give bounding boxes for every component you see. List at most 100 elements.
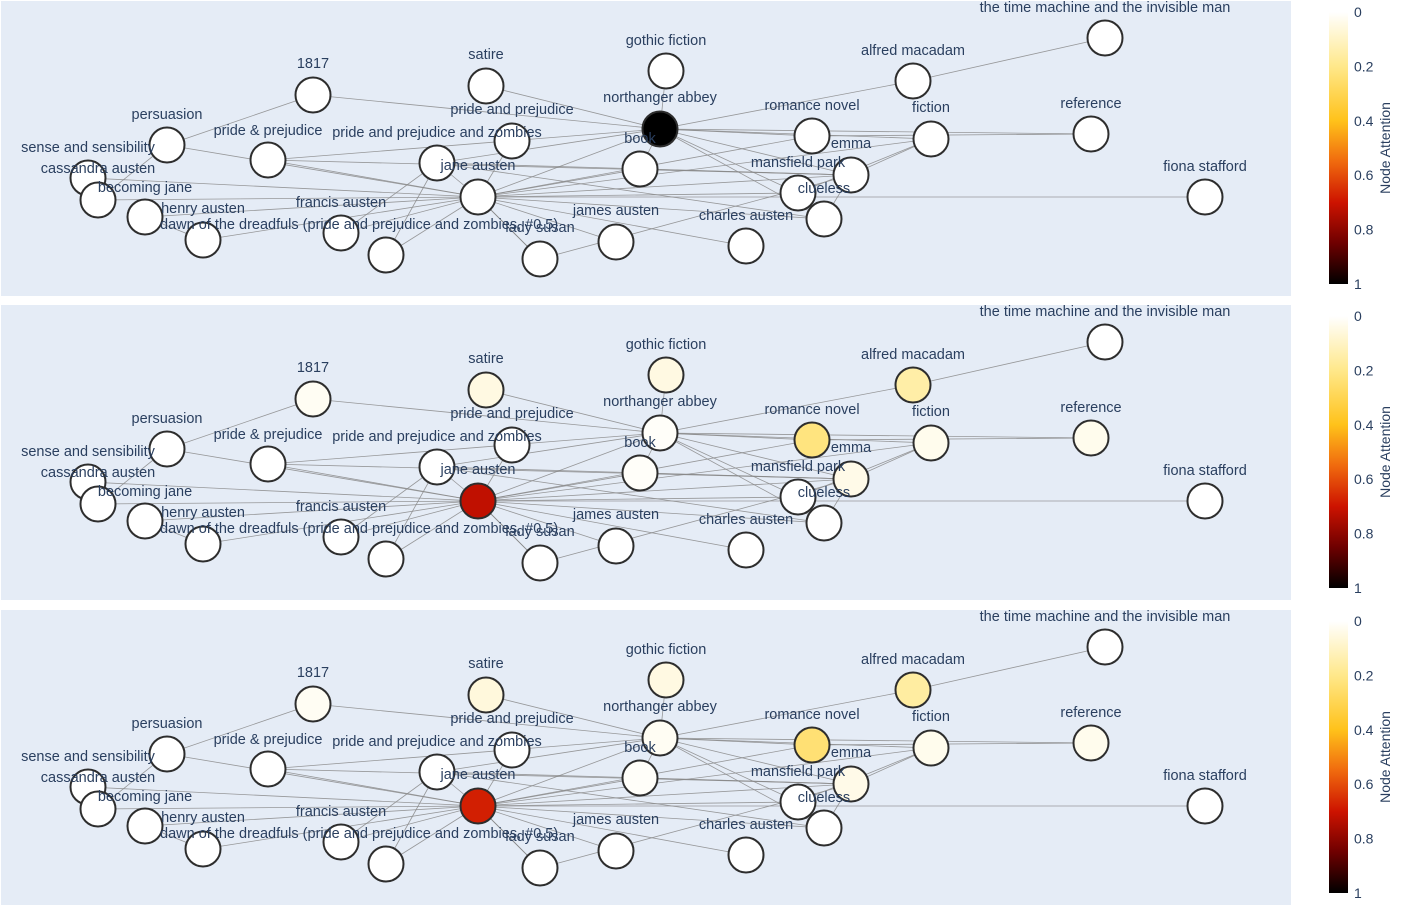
node-fiona[interactable] bbox=[1186, 178, 1224, 216]
node-jane[interactable] bbox=[459, 178, 497, 216]
node-label-persuasion: persuasion bbox=[132, 716, 203, 732]
node-northanger[interactable] bbox=[641, 414, 679, 452]
node-charles[interactable] bbox=[727, 227, 765, 265]
node-cassandra[interactable] bbox=[79, 790, 117, 828]
node-ppamp[interactable] bbox=[249, 750, 287, 788]
node-james[interactable] bbox=[597, 527, 635, 565]
node-cassandra[interactable] bbox=[79, 181, 117, 219]
node-ppz[interactable] bbox=[418, 448, 456, 486]
node-mansfield[interactable] bbox=[779, 174, 817, 212]
node-cassandra[interactable] bbox=[79, 485, 117, 523]
node-satire[interactable] bbox=[467, 676, 505, 714]
colorbar-title: Node Attention bbox=[1377, 102, 1393, 194]
node-alfred[interactable] bbox=[894, 366, 932, 404]
node-lady[interactable] bbox=[521, 240, 559, 278]
node-emma[interactable] bbox=[832, 156, 870, 194]
node-emma[interactable] bbox=[832, 460, 870, 498]
node-fiona[interactable] bbox=[1186, 482, 1224, 520]
edge-jane-james bbox=[477, 805, 617, 852]
node-ppz[interactable] bbox=[418, 753, 456, 791]
node-northanger[interactable] bbox=[641, 110, 679, 148]
node-mansfield[interactable] bbox=[779, 478, 817, 516]
node-charles[interactable] bbox=[727, 836, 765, 874]
node-becoming[interactable] bbox=[126, 198, 164, 236]
node-gothic[interactable] bbox=[647, 356, 685, 394]
node-becoming[interactable] bbox=[126, 502, 164, 540]
node-1817[interactable] bbox=[294, 380, 332, 418]
node-label-1817: 1817 bbox=[297, 56, 329, 72]
edge-northanger-satire bbox=[485, 85, 661, 130]
colorbar-tick-label: 0.2 bbox=[1354, 362, 1374, 378]
edge-jane-fiction bbox=[477, 442, 932, 502]
node-mansfield[interactable] bbox=[779, 783, 817, 821]
node-jane[interactable] bbox=[459, 787, 497, 825]
colorbar-gradient bbox=[1329, 12, 1348, 284]
node-fiction[interactable] bbox=[912, 424, 950, 462]
node-time[interactable] bbox=[1086, 19, 1124, 57]
node-henry[interactable] bbox=[184, 830, 222, 868]
node-dawn[interactable] bbox=[367, 845, 405, 883]
node-dawn[interactable] bbox=[367, 540, 405, 578]
node-romance[interactable] bbox=[793, 421, 831, 459]
colorbar-tick-label: 1 bbox=[1354, 276, 1362, 292]
node-clueless[interactable] bbox=[805, 504, 843, 542]
node-time[interactable] bbox=[1086, 323, 1124, 361]
node-gothic[interactable] bbox=[647, 661, 685, 699]
label-layer: the time machine and the invisible man al… bbox=[21, 609, 1247, 845]
node-charles[interactable] bbox=[727, 531, 765, 569]
colorbar-tick-label: 0 bbox=[1354, 308, 1362, 324]
edge-francis-ppz bbox=[340, 162, 438, 234]
node-persuasion[interactable] bbox=[148, 735, 186, 773]
node-fiona[interactable] bbox=[1186, 787, 1224, 825]
node-time[interactable] bbox=[1086, 628, 1124, 666]
node-lady[interactable] bbox=[521, 849, 559, 887]
node-alfred[interactable] bbox=[894, 62, 932, 100]
node-label-satire: satire bbox=[468, 656, 503, 672]
node-1817[interactable] bbox=[294, 685, 332, 723]
node-ppunder[interactable] bbox=[493, 731, 531, 769]
node-reference[interactable] bbox=[1072, 419, 1110, 457]
edge-jane-mansfield bbox=[477, 496, 799, 502]
node-ppunder[interactable] bbox=[493, 426, 531, 464]
node-satire[interactable] bbox=[467, 371, 505, 409]
node-dawn[interactable] bbox=[367, 236, 405, 274]
node-becoming[interactable] bbox=[126, 807, 164, 845]
node-persuasion[interactable] bbox=[148, 430, 186, 468]
node-book[interactable] bbox=[621, 150, 659, 188]
node-clueless[interactable] bbox=[805, 200, 843, 238]
node-francis[interactable] bbox=[322, 518, 360, 556]
node-fiction[interactable] bbox=[912, 120, 950, 158]
node-ppamp[interactable] bbox=[249, 445, 287, 483]
node-fiction[interactable] bbox=[912, 729, 950, 767]
node-book[interactable] bbox=[621, 759, 659, 797]
node-satire[interactable] bbox=[467, 67, 505, 105]
node-ppamp[interactable] bbox=[249, 141, 287, 179]
node-romance[interactable] bbox=[793, 117, 831, 155]
node-gothic[interactable] bbox=[647, 52, 685, 90]
node-label-ppz: pride and prejudice and zombies bbox=[332, 125, 542, 141]
node-jane[interactable] bbox=[459, 482, 497, 520]
node-label-time: the time machine and the invisible man bbox=[980, 609, 1231, 625]
node-james[interactable] bbox=[597, 223, 635, 261]
node-label-mansfield: mansfield park bbox=[751, 459, 846, 475]
node-francis[interactable] bbox=[322, 823, 360, 861]
node-francis[interactable] bbox=[322, 214, 360, 252]
node-romance[interactable] bbox=[793, 726, 831, 764]
node-james[interactable] bbox=[597, 832, 635, 870]
node-ppunder[interactable] bbox=[493, 122, 531, 160]
node-book[interactable] bbox=[621, 454, 659, 492]
node-reference[interactable] bbox=[1072, 724, 1110, 762]
node-clueless[interactable] bbox=[805, 809, 843, 847]
node-alfred[interactable] bbox=[894, 671, 932, 709]
node-henry[interactable] bbox=[184, 221, 222, 259]
node-label-northanger: northanger abbey bbox=[603, 394, 717, 410]
node-ppz[interactable] bbox=[418, 144, 456, 182]
node-lady[interactable] bbox=[521, 544, 559, 582]
node-emma[interactable] bbox=[832, 765, 870, 803]
node-persuasion[interactable] bbox=[148, 126, 186, 164]
node-northanger[interactable] bbox=[641, 719, 679, 757]
node-reference[interactable] bbox=[1072, 115, 1110, 153]
node-1817[interactable] bbox=[294, 76, 332, 114]
node-label-ppunder: pride and prejudice bbox=[450, 406, 573, 422]
node-henry[interactable] bbox=[184, 525, 222, 563]
